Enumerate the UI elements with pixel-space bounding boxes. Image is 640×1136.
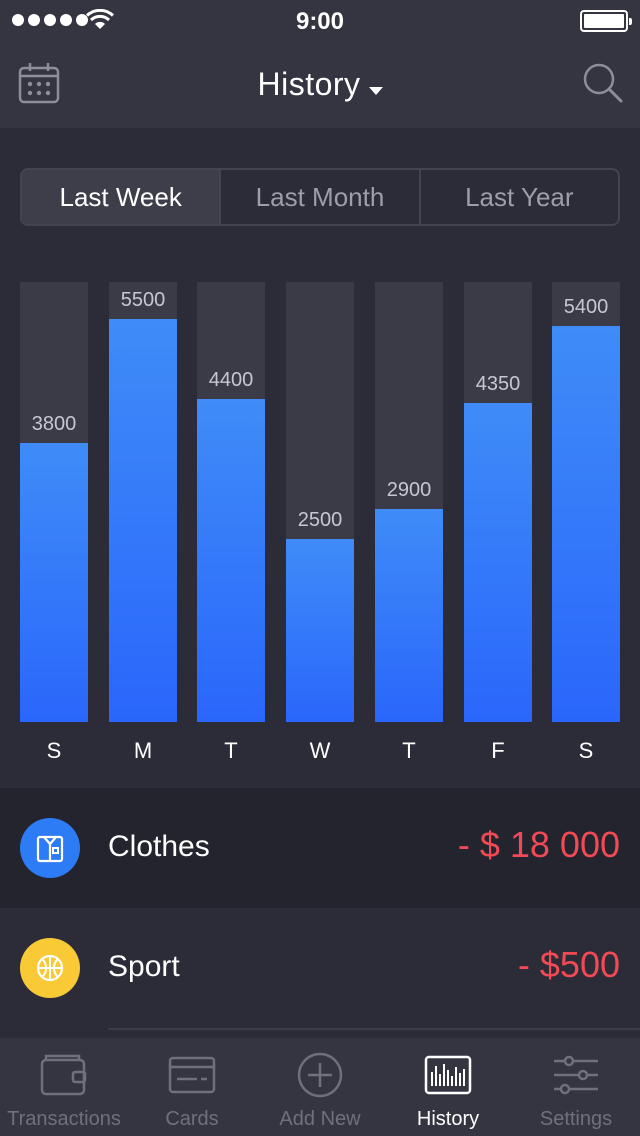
- header: History: [0, 40, 640, 128]
- tab-label: Transactions: [7, 1108, 121, 1130]
- chart-bar-value-label: 5400: [563, 296, 609, 318]
- chart-bar[interactable]: [375, 509, 443, 722]
- segment-last-month[interactable]: Last Month: [221, 170, 421, 224]
- segment-last-year[interactable]: Last Year: [465, 181, 574, 212]
- chart-bar-track: 4400: [197, 282, 265, 722]
- chart-bar[interactable]: [109, 319, 177, 722]
- chart-bar[interactable]: [197, 399, 265, 722]
- chart-category-label: W: [309, 738, 331, 763]
- card-icon: [168, 1056, 216, 1094]
- chart-bar-track: 5500: [109, 282, 177, 722]
- chart-category-label: S: [46, 738, 62, 763]
- chart-bar-value-label: 3800: [31, 413, 77, 435]
- shirt-icon: [20, 818, 80, 878]
- transaction-amount: - $500: [517, 944, 620, 985]
- chart-bar-value-label: 2900: [386, 479, 432, 501]
- list-divider: [108, 1028, 640, 1030]
- chart-bar-value-label: 4350: [475, 373, 521, 395]
- page-title: History: [257, 66, 361, 102]
- chart-bar-value-label: 2500: [297, 509, 343, 531]
- transaction-label: Sport: [108, 950, 180, 983]
- chart-category-label: S: [578, 738, 594, 763]
- chart-bar-track: 5400: [552, 282, 620, 722]
- tab-label: Cards: [165, 1108, 219, 1130]
- tab-history[interactable]: History: [384, 1038, 512, 1136]
- search-icon[interactable]: [582, 62, 624, 104]
- chevron-down-icon: [368, 86, 383, 95]
- plus-circle-icon: [297, 1052, 343, 1098]
- chart-category-label: T: [224, 738, 238, 763]
- tab-label: Add New: [279, 1108, 361, 1130]
- chart-bar[interactable]: [464, 403, 532, 722]
- calendar-icon[interactable]: [18, 62, 60, 104]
- period-segmented-control: Last Week Last Month Last Year: [20, 168, 620, 226]
- transaction-amount: - $ 18 000: [457, 824, 620, 865]
- battery-icon: [580, 10, 632, 32]
- chart-category-label: T: [402, 738, 416, 763]
- chart-bar[interactable]: [552, 326, 620, 722]
- transaction-row-sport[interactable]: Sport - $500: [0, 908, 640, 1028]
- chart-bar[interactable]: [286, 539, 354, 722]
- chart-bar-track: 2500: [286, 282, 354, 722]
- status-bar: 9:00: [0, 0, 640, 40]
- wifi-icon: [86, 9, 114, 29]
- tab-label: History: [416, 1108, 480, 1130]
- chart-category-label: M: [133, 738, 153, 763]
- tab-transactions[interactable]: Transactions: [0, 1038, 128, 1136]
- top-bar: 9:00 History: [0, 0, 640, 128]
- chart-bar-value-label: 5500: [120, 289, 166, 311]
- tab-label: Settings: [539, 1108, 613, 1130]
- chart-category-label: F: [491, 738, 505, 763]
- sliders-icon: [554, 1055, 598, 1095]
- wallet-icon: [40, 1054, 87, 1096]
- chart-bar-track: 3800: [20, 282, 88, 722]
- chart-bar-value-label: 4400: [208, 369, 254, 391]
- tab-add-new[interactable]: Add New: [256, 1038, 384, 1136]
- history-icon: [424, 1055, 472, 1095]
- title-dropdown[interactable]: History: [0, 66, 640, 103]
- status-time: 9:00: [295, 8, 345, 35]
- tab-cards[interactable]: Cards: [128, 1038, 256, 1136]
- chart-bar-track: 2900: [375, 282, 443, 722]
- transaction-label: Clothes: [108, 830, 210, 863]
- history-bar-chart: 3800 S 5500 M 4400 T 2500 W 2900 T 4350 F 5400 S: [0, 282, 640, 772]
- segment-last-week[interactable]: Last Week: [22, 170, 222, 224]
- tab-bar: Transactions Cards Add New: [0, 1038, 640, 1136]
- chart-bar-track: 4350: [464, 282, 532, 722]
- signal-strength-icon: [12, 14, 88, 26]
- basketball-icon: [20, 938, 80, 998]
- tab-settings[interactable]: Settings: [512, 1038, 640, 1136]
- chart-bar[interactable]: [20, 443, 88, 722]
- transaction-row-clothes[interactable]: Clothes - $ 18 000: [0, 788, 640, 908]
